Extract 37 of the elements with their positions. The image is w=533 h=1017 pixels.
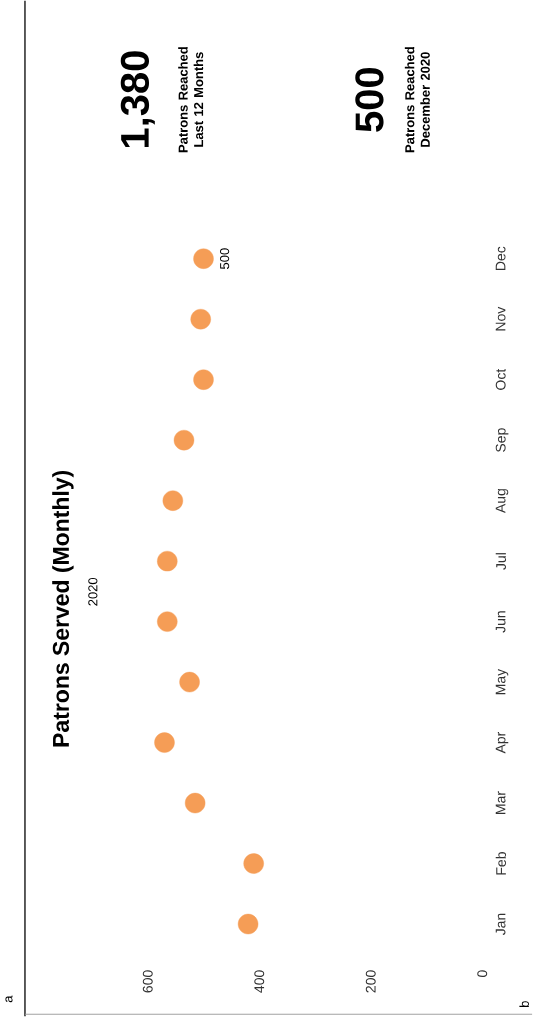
y-tick-label: Oct — [495, 368, 506, 390]
y-tick-label: May — [495, 668, 509, 695]
point — [173, 429, 195, 451]
point — [154, 732, 175, 753]
y-tick-label: Apr — [495, 731, 509, 754]
point — [243, 853, 265, 874]
point — [157, 611, 178, 632]
point — [190, 308, 212, 330]
y-tick-label: Jan — [495, 913, 506, 936]
text: 500 — [355, 67, 384, 132]
point — [193, 248, 214, 269]
x-tick-label: 600 — [142, 970, 153, 993]
point — [157, 550, 178, 572]
y-tick-label: Feb — [495, 852, 507, 875]
text: a — [5, 995, 13, 1003]
y-tick-label: Dec — [495, 246, 506, 270]
text: Patrons Served (Monthly) — [52, 470, 74, 747]
y-tick-label: Nov — [495, 306, 506, 331]
y-tick-label: Jun — [495, 611, 506, 633]
x-tick-label: 0 — [477, 970, 488, 978]
y-tick-label: Mar — [495, 791, 506, 814]
text: b — [519, 1001, 530, 1007]
text: Patrons Reached Last 12 Months — [178, 47, 204, 153]
x-tick-label: 400 — [254, 970, 265, 993]
y-tick-label: Sep — [495, 428, 509, 452]
text: Patrons Reached December 2020 — [405, 47, 431, 153]
text: 1,380 — [120, 51, 155, 148]
x-tick-label: 200 — [365, 970, 376, 993]
data-label: 500 — [220, 248, 230, 269]
y-tick-label: Jul — [495, 553, 507, 570]
y-tick-label: Aug — [495, 489, 509, 514]
point — [238, 913, 259, 935]
point — [162, 490, 184, 511]
point — [185, 792, 206, 814]
point — [193, 369, 214, 390]
point — [179, 671, 200, 693]
text: 2020 — [88, 577, 98, 606]
